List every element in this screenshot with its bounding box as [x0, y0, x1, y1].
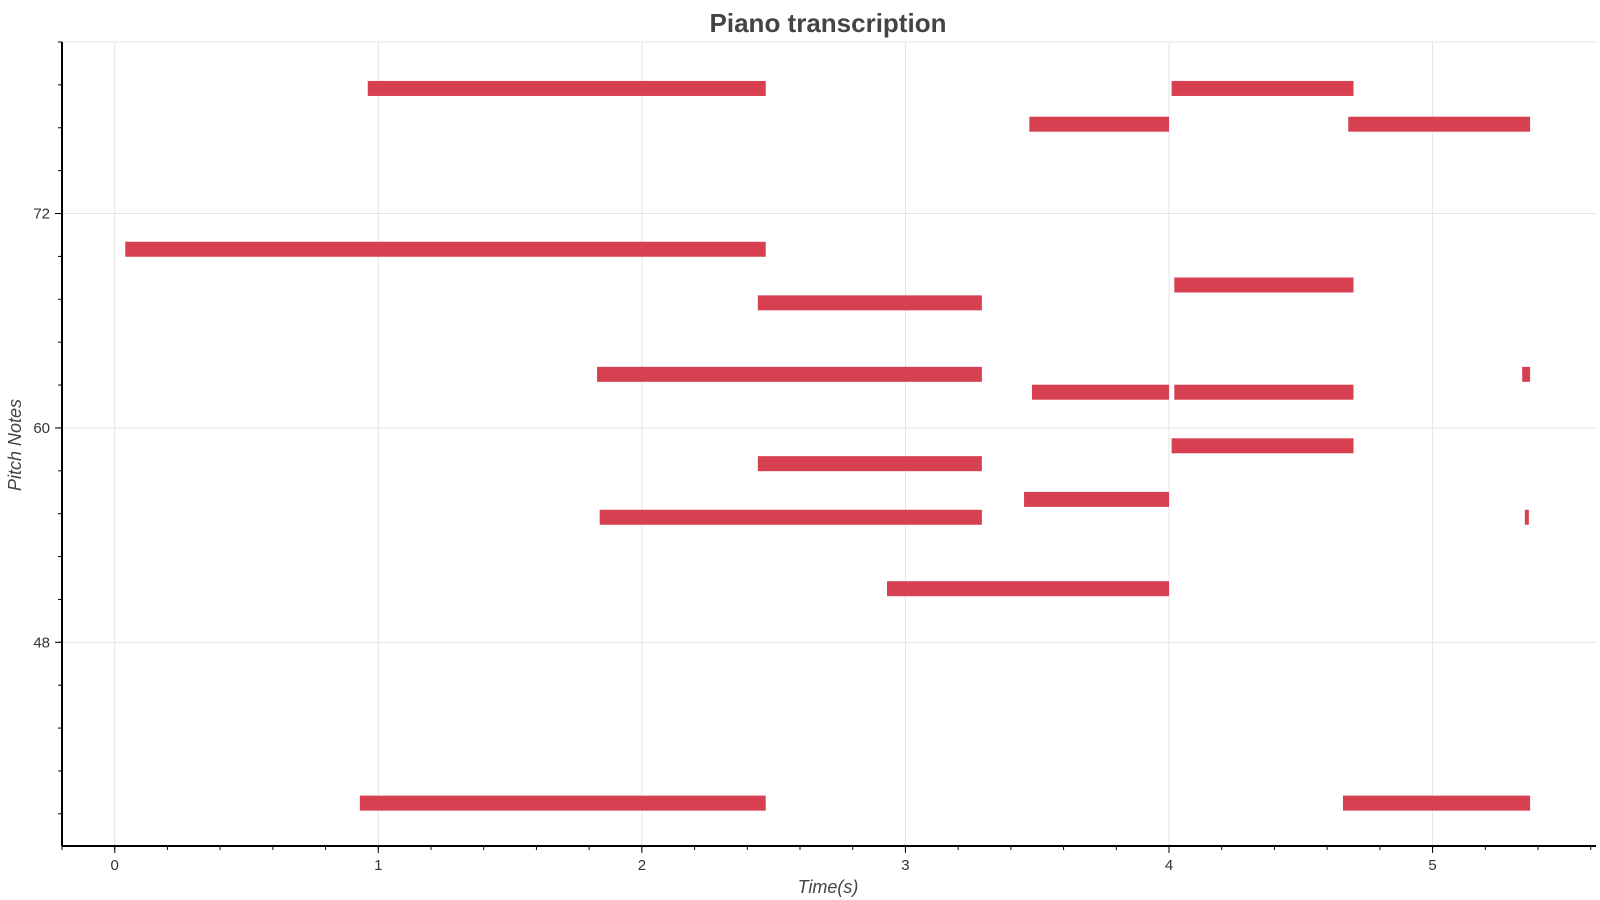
x-tick-label: 0 — [111, 857, 119, 874]
x-axis-label: Time(s) — [798, 877, 859, 897]
note-bar — [1031, 384, 1170, 400]
note-bar — [1522, 366, 1531, 382]
note-bar — [1174, 277, 1354, 293]
note-bar — [367, 80, 766, 96]
x-tick-label: 3 — [901, 857, 909, 874]
x-tick-label: 1 — [374, 857, 382, 874]
note-bar — [597, 366, 982, 382]
chart-title: Piano transcription — [710, 8, 947, 38]
x-tick-label: 5 — [1428, 857, 1436, 874]
note-bar — [1348, 116, 1531, 132]
note-bar — [1024, 491, 1170, 507]
note-bar — [1171, 438, 1354, 454]
y-axis-label: Pitch Notes — [5, 399, 25, 491]
x-tick-label: 2 — [638, 857, 646, 874]
y-tick-label: 72 — [33, 206, 50, 223]
note-bar — [1029, 116, 1170, 132]
ticks-layer: 0 1 2 3 4 5 48 60 72 — [33, 41, 1592, 874]
note-bar — [1174, 384, 1354, 400]
note-bar — [757, 456, 982, 472]
axes-layer — [61, 42, 1596, 847]
grid-layer — [62, 41, 1596, 846]
x-tick-label: 4 — [1165, 857, 1173, 874]
note-bar — [125, 241, 766, 257]
y-tick-label: 48 — [33, 634, 50, 651]
note-bar — [599, 509, 982, 525]
y-tick-label: 60 — [33, 420, 50, 437]
note-bar — [359, 795, 766, 811]
note-bar — [1342, 795, 1531, 811]
note-bar — [757, 295, 982, 311]
note-bar — [1171, 80, 1354, 96]
note-bar — [886, 581, 1170, 597]
note-bars-layer — [125, 80, 1531, 811]
note-bar — [1524, 509, 1529, 525]
